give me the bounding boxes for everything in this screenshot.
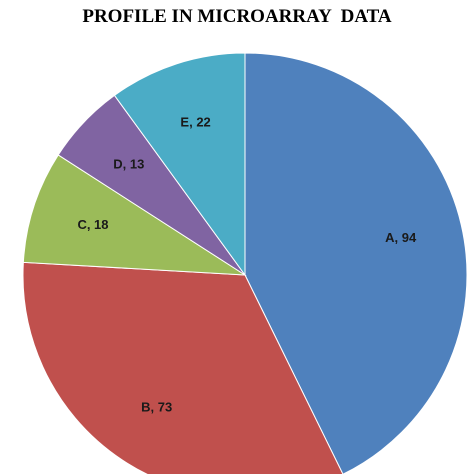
pie-slice-c <box>22 154 247 276</box>
pie-slice-a <box>244 52 468 474</box>
pie-slice-b <box>22 261 344 474</box>
data-label-c: C, 18 <box>77 217 108 232</box>
chart-title: PROFILE IN MICROARRAY DATA <box>82 6 392 27</box>
pie-slice-e <box>113 52 246 277</box>
data-label-e: E, 22 <box>180 114 210 129</box>
data-label-a: A, 94 <box>385 230 417 245</box>
data-label-b: B, 73 <box>141 400 172 415</box>
data-label-d: D, 13 <box>113 157 144 172</box>
